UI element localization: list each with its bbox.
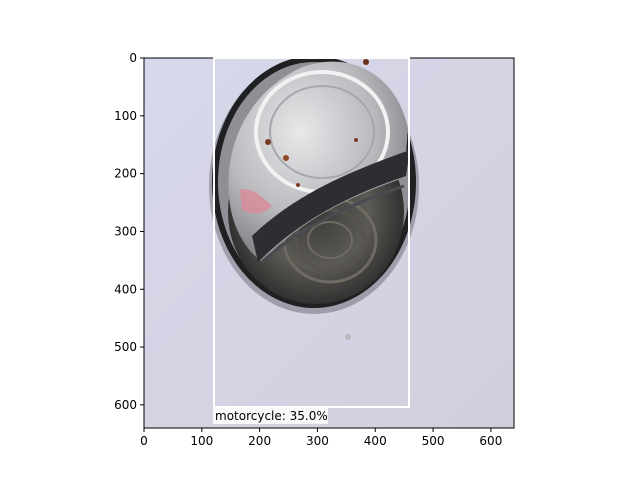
y-tick-label: 200 <box>114 167 137 181</box>
x-axis: 0 100 200 300 400 500 600 <box>140 428 502 448</box>
y-tick-label: 500 <box>114 340 137 354</box>
x-tick-label: 500 <box>422 434 445 448</box>
x-tick-label: 100 <box>190 434 213 448</box>
y-tick-label: 600 <box>114 398 137 412</box>
detection-label-bg <box>213 407 328 424</box>
x-tick-label: 600 <box>479 434 502 448</box>
photo <box>144 58 514 428</box>
x-tick-label: 200 <box>248 434 271 448</box>
can-lid <box>228 61 408 263</box>
y-tick-label: 0 <box>129 51 137 65</box>
x-tick-label: 400 <box>364 434 387 448</box>
x-tick-label: 0 <box>140 434 148 448</box>
y-tick-label: 100 <box>114 109 137 123</box>
x-tick-label: 300 <box>306 434 329 448</box>
detection-label: motorcycle: 35.0% <box>215 409 328 423</box>
y-axis: 0 100 200 300 400 500 600 <box>114 51 144 412</box>
y-tick-label: 400 <box>114 282 137 296</box>
y-tick-label: 300 <box>114 224 137 238</box>
